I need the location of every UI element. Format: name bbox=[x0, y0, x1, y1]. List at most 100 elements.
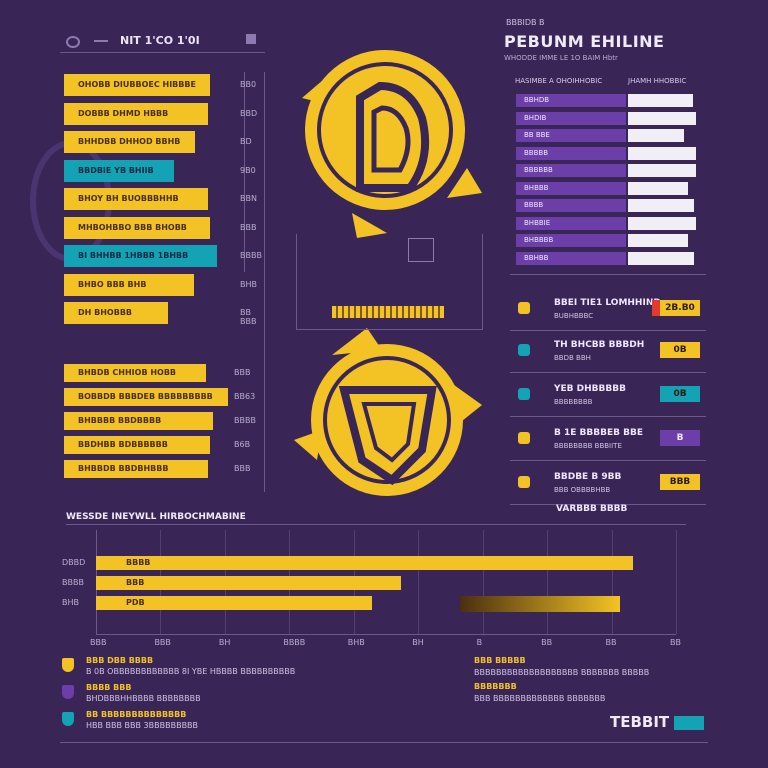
trophy-icon bbox=[518, 344, 530, 356]
chart-category-label: DBBD bbox=[62, 558, 86, 567]
header-right-col-left: HASIMBE A OHOIHHOBIC bbox=[515, 77, 603, 85]
progress-row-label: BHDIB bbox=[516, 111, 626, 125]
menu-icon bbox=[94, 40, 108, 42]
chart-tick-label: BBBB bbox=[240, 251, 262, 260]
chart-bar: DOBBB DHMD HBBB bbox=[64, 102, 208, 125]
leaderboard-row-rule bbox=[510, 416, 706, 417]
chart-category-label: BHB bbox=[62, 598, 79, 607]
leaderboard-sub: BBDB BBH bbox=[554, 354, 591, 362]
chart-tick-label: B bbox=[476, 638, 483, 647]
chart-bar: BHHDBB DHHOD BBHB bbox=[64, 131, 196, 153]
chart-tick-label: BBBB bbox=[283, 638, 306, 647]
chart-tick-label: BH bbox=[218, 638, 231, 647]
footer-title: BBB BBBBB bbox=[474, 656, 526, 665]
footer-title: BBBB BBB bbox=[86, 683, 132, 692]
leaderboard-badge: BBB bbox=[660, 474, 700, 490]
chart-axis bbox=[96, 634, 676, 635]
chart-bar: OHOBB DIUBBOEC HIBBBE bbox=[64, 74, 210, 96]
leaderboard-row: BBDBE B 9BB BBB OBBBBHBB BBB bbox=[510, 470, 706, 506]
chart-bar bbox=[628, 94, 693, 107]
coin-top-graphic bbox=[302, 50, 482, 238]
chart-tick-label: BB bbox=[605, 638, 617, 647]
brand-tag bbox=[674, 715, 705, 730]
leaderboard-badge: 0B bbox=[660, 386, 700, 402]
progress-row: BBBBBB bbox=[516, 164, 700, 177]
progress-row-label: BHBBBB bbox=[516, 234, 626, 247]
footer-text: BHDBBBHHBBBB BBBBBBBB bbox=[86, 694, 201, 703]
footer-text: HBB BBB BBB 3BBBBBBBBB bbox=[86, 721, 199, 730]
wide-chart-top-rule bbox=[66, 524, 686, 525]
center-box-icon bbox=[408, 238, 434, 262]
chart-tick-label: BBBB bbox=[234, 416, 256, 425]
chart-tick-label: BB bbox=[541, 638, 553, 647]
progress-row-label: BBHBB bbox=[516, 251, 626, 265]
header-left-rule bbox=[60, 52, 265, 53]
chart-bar: BHBBDB BBDBHBBB bbox=[64, 460, 208, 478]
header-right-col-right: JHAMH HHOBBIC bbox=[628, 77, 687, 85]
chart-right-progress: BBHDB BHDIB BB BBE BBBBB BBBBBB BHBBB BBBB BHBB… bbox=[516, 94, 700, 274]
progress-row: BHBBB bbox=[516, 181, 700, 195]
footer-text: B 0B OBBBBBBBBBBBB 8I YBE HBBBB BBBBBBBB… bbox=[86, 667, 296, 676]
brand-text: TEBBIT bbox=[610, 713, 670, 731]
shield-icon bbox=[62, 658, 74, 672]
progress-row-label: BBBBB bbox=[516, 146, 626, 160]
leaderboard-row-rule bbox=[510, 460, 706, 461]
chart-bar bbox=[628, 216, 696, 230]
progress-row-label: BBBBBB bbox=[516, 164, 626, 177]
chart-tick-label: BBB bbox=[234, 368, 251, 377]
chart-bar: BBDHBB BDBBBBBB bbox=[64, 436, 210, 454]
leaderboard-sub: BBBBBBBB bbox=[554, 398, 593, 406]
chart-tick-label: BBN bbox=[240, 194, 257, 203]
chart-tick-label: 9B0 bbox=[240, 165, 256, 175]
header-right-subtitle: WHODDE IMME LE 1O BAIM Hbtr bbox=[504, 54, 618, 62]
chart-tick-label: BB0 bbox=[240, 80, 257, 89]
shield-icon bbox=[62, 685, 74, 699]
left-panel-divider bbox=[244, 72, 245, 272]
trophy-icon bbox=[518, 302, 530, 314]
leaderboard-sub: BUBHBBBC bbox=[554, 312, 594, 320]
leaderboard-row: BBEI TIE1 LOMHHIND BUBHBBBC 2B.B0 bbox=[510, 296, 706, 332]
center-box-bottom bbox=[296, 329, 482, 330]
chart-gridline bbox=[418, 530, 420, 634]
progress-row-label: BBHDB bbox=[516, 94, 626, 107]
progress-row: BBHDB bbox=[516, 94, 700, 107]
footer-title: BBBBBBB bbox=[474, 682, 517, 691]
chart-gridline bbox=[482, 530, 484, 634]
chart-tick-label: BBD bbox=[240, 108, 258, 118]
progress-row: BBBB bbox=[516, 199, 700, 212]
leaderboard-footer: VARBBB BBBB bbox=[556, 504, 628, 514]
wide-chart-title: WESSDE INEYWLL HIRBOCHMABINE bbox=[66, 512, 246, 522]
leaderboard-badge: 0B bbox=[660, 342, 700, 358]
footer-title: BBB DBB BBBB bbox=[86, 656, 154, 665]
progress-row-label: BBBB bbox=[516, 199, 626, 212]
progress-row: BB BBE bbox=[516, 129, 700, 142]
chart-tick-label: BHB bbox=[240, 279, 257, 289]
leaderboard-badge: B bbox=[660, 430, 700, 446]
leaderboard-sub: BBB OBBBBHBB bbox=[554, 486, 611, 494]
circle-icon bbox=[66, 36, 80, 48]
left-panel-divider-2 bbox=[264, 72, 265, 492]
chart-bar bbox=[628, 129, 685, 142]
chart-bar: BHBDB CHHIOB HOBB bbox=[64, 364, 207, 382]
leaderboard-row-rule bbox=[510, 372, 706, 373]
chart-bar bbox=[628, 146, 696, 160]
center-box-bar bbox=[332, 306, 444, 318]
chart-bar-segment bbox=[460, 596, 620, 612]
chart-left-mid: BHBDB CHHIOB HOBB BBB BOBBDB BBBDEB BBBBBB… bbox=[64, 364, 264, 494]
chart-bar: BI BHHBB 1HBBB 1BHBB bbox=[64, 245, 217, 267]
chart-bar: BBBB bbox=[96, 556, 633, 570]
chart-tick-label: BBB bbox=[234, 464, 251, 473]
chart-bar bbox=[628, 251, 695, 265]
leaderboard-row: TH BHCBB BBBDH BBDB BBH 0B bbox=[510, 338, 706, 374]
progress-row: BBBBB bbox=[516, 146, 700, 160]
chart-gridline bbox=[547, 530, 549, 634]
brand-logo: TEBBIT bbox=[610, 712, 705, 734]
bookmark-icon bbox=[246, 34, 256, 44]
footer-bottom-rule bbox=[60, 742, 708, 743]
shield-icon bbox=[62, 712, 74, 726]
center-box-left bbox=[296, 234, 297, 330]
chart-bar: BBB bbox=[96, 576, 401, 590]
progress-row: BBHBB bbox=[516, 251, 700, 265]
center-box-right bbox=[482, 234, 483, 330]
leaderboard-row-rule bbox=[510, 330, 706, 331]
